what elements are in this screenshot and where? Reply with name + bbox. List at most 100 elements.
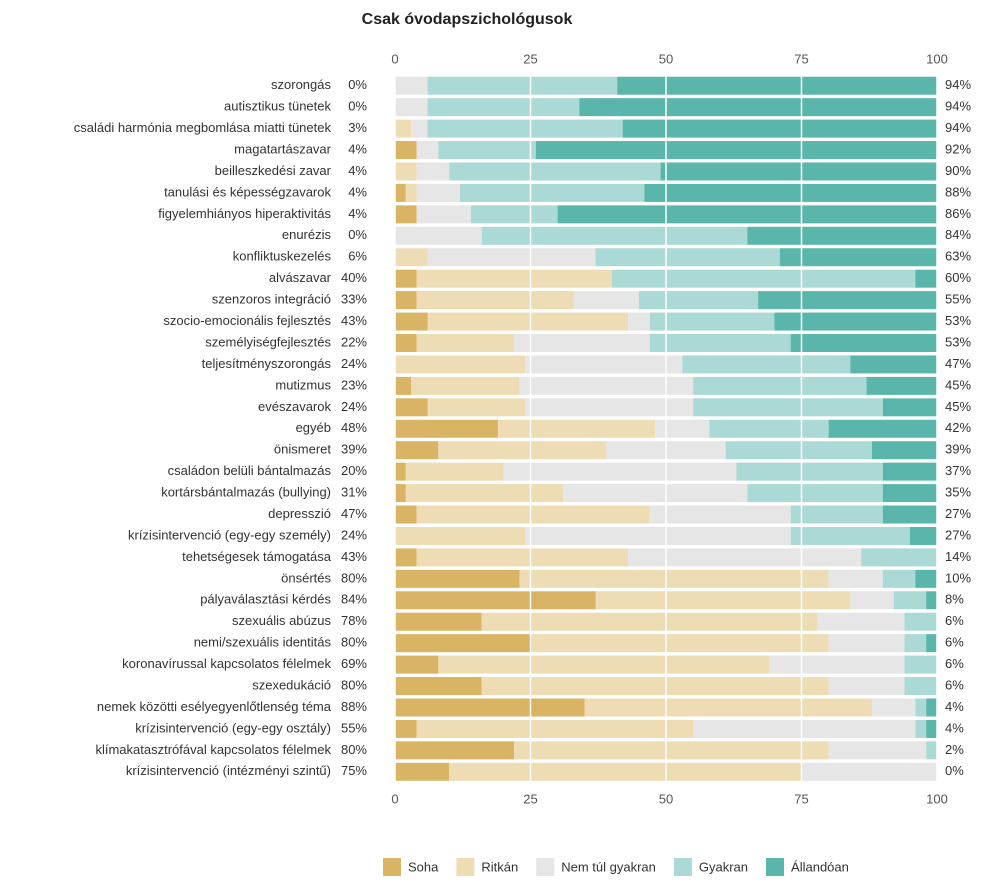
bar-segment [660,162,937,181]
bar-segment [915,719,927,738]
bar-segment [395,698,585,717]
bar-segment [649,334,791,352]
category-label: beilleszkedési zavar [215,163,332,178]
high-total-label: 88% [945,184,971,199]
bar-segment [395,183,406,202]
low-total-label: 24% [341,527,367,542]
high-total-label: 53% [945,334,971,349]
category-label: családi harmónia megbomlása miatti tünet… [74,120,332,135]
bar-segment [405,183,417,202]
high-total-label: 84% [945,227,971,242]
bar-segment [882,398,937,417]
category-label: autisztikus tünetek [224,99,331,114]
low-total-label: 0% [348,227,367,242]
bar-segment [427,98,580,117]
category-label: konfliktuskezelés [233,249,332,264]
category-label: tehetségesek támogatása [182,549,332,564]
bar-segment [861,548,937,567]
category-label: alvászavar [269,270,332,285]
bar-segment [395,462,406,481]
bar-segment [395,226,482,245]
high-total-label: 0% [945,763,964,778]
low-total-label: 4% [348,184,367,199]
bar-segment [416,291,574,310]
bar-segment [882,462,937,481]
high-total-label: 60% [945,270,971,285]
bar-segment [514,741,829,760]
bar-segment [481,677,829,696]
bar-segment [682,355,851,374]
high-total-label: 94% [945,99,971,114]
high-total-label: 8% [945,592,964,607]
bar-segment [416,141,439,160]
bar-segment [416,334,515,352]
bar-segment [395,291,417,310]
bar-segment [395,441,439,460]
low-total-label: 24% [341,356,367,371]
bar-segment [525,355,683,374]
bar-segment [395,376,412,395]
bar-segment [395,591,596,610]
bar-segment [850,591,894,610]
bar-segment [416,269,612,288]
low-total-label: 0% [348,77,367,92]
bar-segment [617,76,937,95]
bar-segment [926,634,937,653]
x-tick-label: 75 [794,51,808,66]
bar-segment [644,183,937,202]
low-total-label: 20% [341,463,367,478]
bar-segment [649,312,775,331]
x-tick-label: 25 [523,51,537,66]
bar-segment [481,226,748,245]
category-label: enurézis [282,227,332,242]
high-total-label: 4% [945,720,964,735]
high-total-label: 4% [945,699,964,714]
bar-segment [655,419,710,438]
bar-segment [530,634,829,653]
high-total-label: 42% [945,420,971,435]
bar-segment [926,719,937,738]
legend-label: Ritkán [481,859,518,874]
bar-segment [693,719,916,738]
bar-segment [801,762,937,781]
bar-segment [427,76,618,95]
high-total-label: 47% [945,356,971,371]
bar-segment [871,441,937,460]
bar-segment [395,634,531,653]
category-label: pályaválasztási kérdés [200,592,331,607]
low-total-label: 88% [341,699,367,714]
bar-segment [790,505,883,524]
high-total-label: 55% [945,292,971,307]
x-tick-label: 25 [523,791,537,806]
chart-title: Csak óvodapszichológusok [362,11,573,28]
bar-segment [416,205,471,224]
low-total-label: 80% [341,742,367,757]
bar-segment [904,612,937,631]
low-total-label: 4% [348,141,367,156]
bar-segment [747,226,937,245]
bar-segment [416,505,650,524]
bar-segment [595,248,780,267]
bar-segment [395,526,526,545]
category-label: tanulási és képességzavarok [164,184,331,199]
bar-segment [758,291,937,310]
high-total-label: 2% [945,742,964,757]
bar-segment [427,119,623,138]
bar-segment [395,677,482,696]
category-label: szocio-emocionális fejlesztés [163,313,331,328]
bar-segment [427,312,629,331]
bar-segment [790,334,937,352]
bar-segment [395,269,417,288]
bar-segment [904,655,937,674]
high-total-label: 27% [945,527,971,542]
category-label: klímakatasztrófával kapcsolatos félelmek [95,742,331,757]
bar-segment [557,205,937,224]
bar-segment [395,312,428,331]
bar-segment [768,655,905,674]
low-total-label: 43% [341,313,367,328]
bar-segment [411,376,520,395]
bar-segment [438,655,769,674]
bar-segment [460,183,645,202]
high-total-label: 45% [945,377,971,392]
bar-segment [416,719,694,738]
